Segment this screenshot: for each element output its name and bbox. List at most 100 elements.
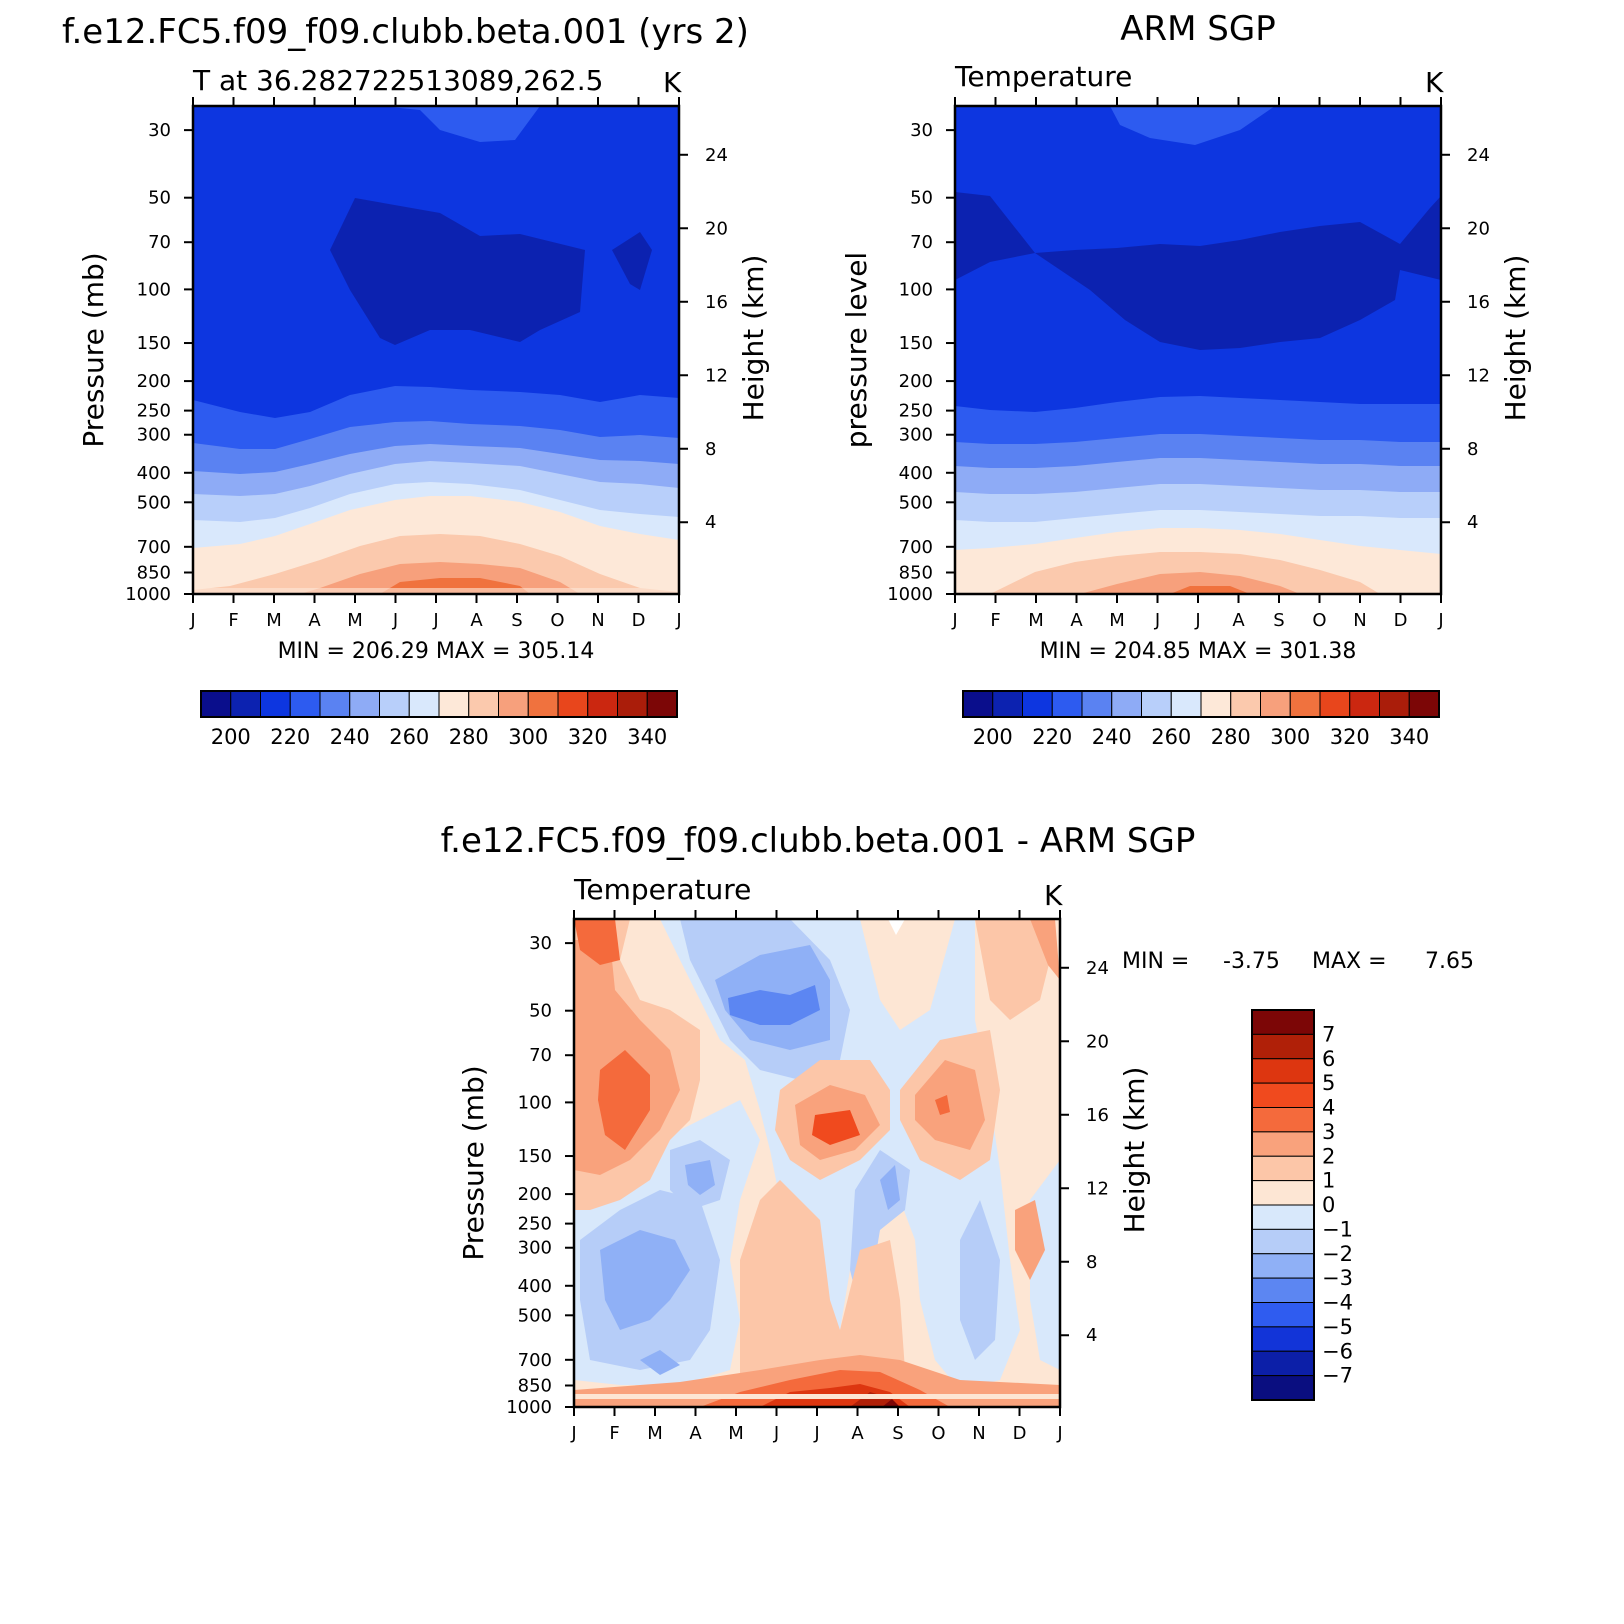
y-tick-label: 500 <box>137 492 171 513</box>
right-axis-label: Height (km) <box>1499 255 1532 422</box>
colorbar-swatch <box>587 690 618 718</box>
y-tick-label: 30 <box>910 120 933 141</box>
y-tick-label: 300 <box>518 1238 552 1259</box>
y-tick-label: 200 <box>137 371 171 392</box>
panel-title: ARM SGP <box>1120 9 1275 49</box>
colorbar-label: 200 <box>973 725 1013 749</box>
colorbar-swatch <box>1251 1033 1315 1060</box>
colorbar-swatch <box>230 690 261 718</box>
colorbar-swatch <box>1349 690 1380 718</box>
y-tick-label: 100 <box>518 1092 552 1113</box>
panel-title: f.e12.FC5.f09_f09.clubb.beta.001 - ARM S… <box>441 821 1196 861</box>
contour-band <box>1015 1200 1045 1280</box>
y-axis-label: Pressure (mb) <box>77 252 110 447</box>
contour-field <box>193 106 679 594</box>
colorbar-swatch <box>468 690 499 718</box>
y-tick-label: 30 <box>148 120 171 141</box>
x-tick-label: S <box>892 1423 903 1444</box>
colorbar-frame <box>962 690 1440 718</box>
colorbar-swatch <box>1251 1082 1315 1108</box>
panel-obs: ARM SGP Temperature K J F M A M J J A S O N D J 30 50 7… <box>840 9 1532 749</box>
right-axis-label: Height (km) <box>1118 1067 1151 1234</box>
min-max-label: MIN = 204.85 MAX = 301.38 <box>1040 639 1357 664</box>
contour-band <box>685 1160 715 1195</box>
contour-band <box>574 1394 1060 1399</box>
right-tick-label: 12 <box>1467 365 1490 386</box>
field-label: T at 36.282722513089,262.5 <box>192 64 603 97</box>
right-tick-label: 24 <box>705 145 728 166</box>
y-tick-label: 500 <box>518 1305 552 1326</box>
colorbar-swatch <box>1251 1204 1315 1230</box>
y-tick-label: 300 <box>137 425 171 446</box>
colorbar-swatch <box>438 690 470 718</box>
colorbar-swatch <box>200 690 232 718</box>
colorbar-swatch <box>289 690 321 718</box>
colorbar-label: 6 <box>1322 1047 1335 1071</box>
right-tick-label: 8 <box>1086 1252 1097 1273</box>
colorbar-label: 0 <box>1322 1193 1335 1217</box>
colorbar-label: 220 <box>270 725 310 749</box>
units-label: K <box>1044 879 1063 912</box>
colorbar-label: 220 <box>1032 725 1072 749</box>
contour-band <box>380 106 540 142</box>
colorbar-swatch <box>646 690 678 718</box>
colorbar-label: 200 <box>211 725 251 749</box>
x-tick-label: M <box>1028 610 1044 631</box>
y-tick-label: 250 <box>518 1214 552 1235</box>
min-value: -3.75 <box>1223 949 1280 974</box>
panel-model: f.e12.FC5.f09_f09.clubb.beta.001 (yrs 2)… <box>62 12 770 749</box>
colorbar-swatch <box>1170 690 1202 718</box>
contour-band <box>975 919 1050 1020</box>
y-tick-label: 70 <box>148 232 171 253</box>
min-max-label: MIN = 206.29 MAX = 305.14 <box>278 639 595 664</box>
x-tick-label: O <box>931 1423 945 1444</box>
y-tick-label: 150 <box>137 333 171 354</box>
y-axis-label: pressure level <box>840 252 873 448</box>
contour-band <box>330 198 585 345</box>
x-tick-label: J <box>1437 610 1443 631</box>
colorbar-swatch <box>1022 690 1053 718</box>
x-tick-label: F <box>990 610 1000 631</box>
colorbar-label: 4 <box>1322 1096 1335 1120</box>
right-tick-label: 20 <box>705 218 728 239</box>
contour-band <box>728 985 820 1025</box>
right-tick-label: 16 <box>705 292 728 313</box>
x-tick-label: J <box>570 1423 576 1444</box>
contour-band <box>960 1200 1000 1360</box>
x-tick-label: J <box>675 610 681 631</box>
colorbar-swatch <box>1251 1277 1315 1303</box>
y-tick-label: 50 <box>529 1001 552 1022</box>
colorbar-swatch <box>1251 1326 1315 1352</box>
colorbar-swatch <box>1251 1058 1315 1084</box>
x-tick-label: N <box>1353 610 1366 631</box>
right-tick-label: 20 <box>1467 218 1490 239</box>
x-tick-label: J <box>189 610 195 631</box>
x-tick-label: N <box>591 610 604 631</box>
colorbar-swatch <box>527 690 559 718</box>
y-tick-label: 30 <box>529 933 552 954</box>
right-tick-label: 24 <box>1467 145 1490 166</box>
x-tick-label: M <box>647 1423 663 1444</box>
colorbar-swatch <box>1260 690 1291 718</box>
contour-band <box>640 1350 680 1375</box>
y-tick-label: 250 <box>899 401 933 422</box>
right-tick-label: 20 <box>1086 1031 1109 1052</box>
right-tick-label: 16 <box>1086 1105 1109 1126</box>
panel-difference: f.e12.FC5.f09_f09.clubb.beta.001 - ARM S… <box>441 821 1474 1444</box>
x-tick-label: D <box>632 610 646 631</box>
colorbar-label: 2 <box>1322 1144 1335 1168</box>
colorbar-swatch <box>992 690 1023 718</box>
field-label: Temperature <box>954 60 1132 93</box>
colorbar-swatch <box>1251 1131 1315 1157</box>
colorbar-label: 340 <box>1389 725 1429 749</box>
contour-band <box>574 919 620 965</box>
contour-band <box>600 1230 690 1330</box>
field-label: Temperature <box>573 873 751 906</box>
x-tick-label: A <box>1070 610 1083 631</box>
colorbar-swatch <box>1111 690 1142 718</box>
colorbar-label: −1 <box>1322 1217 1353 1241</box>
units-label: K <box>663 66 682 99</box>
colorbar-swatch <box>1251 1009 1315 1035</box>
colorbar-label: −4 <box>1322 1291 1353 1315</box>
